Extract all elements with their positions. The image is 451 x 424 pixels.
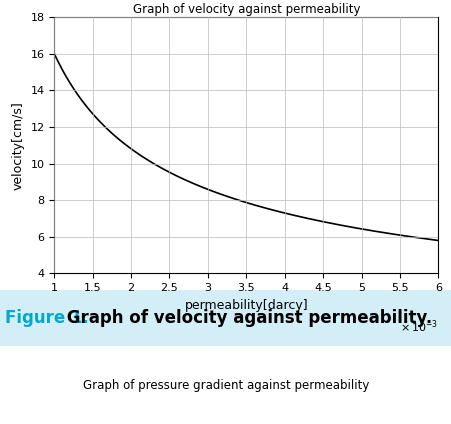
Text: Figure 1.: Figure 1.	[5, 309, 88, 327]
Text: $\times\,10^{-3}$: $\times\,10^{-3}$	[400, 318, 437, 335]
Text: Graph of velocity against permeability.: Graph of velocity against permeability.	[61, 309, 431, 327]
Title: Graph of velocity against permeability: Graph of velocity against permeability	[132, 3, 359, 16]
X-axis label: permeability[darcy]: permeability[darcy]	[184, 299, 308, 312]
Y-axis label: velocity[cm/s]: velocity[cm/s]	[12, 101, 25, 190]
Text: Graph of pressure gradient against permeability: Graph of pressure gradient against perme…	[83, 379, 368, 392]
